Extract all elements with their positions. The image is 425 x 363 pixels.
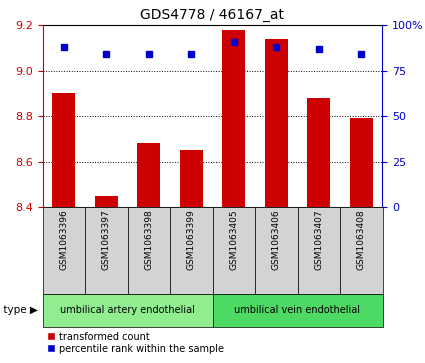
Bar: [52, 93, 76, 207]
Text: GSM1063406: GSM1063406: [272, 209, 281, 270]
Bar: [212, 294, 382, 327]
Text: umbilical vein endothelial: umbilical vein endothelial: [235, 305, 360, 315]
Text: GSM1063396: GSM1063396: [59, 209, 68, 270]
Bar: [179, 150, 203, 207]
Bar: [137, 143, 160, 207]
Bar: [298, 207, 340, 294]
Bar: [349, 118, 373, 207]
Bar: [307, 98, 330, 207]
Bar: [255, 207, 298, 294]
Text: GSM1063399: GSM1063399: [187, 209, 196, 270]
Bar: [85, 207, 128, 294]
Text: GSM1063398: GSM1063398: [144, 209, 153, 270]
Text: GSM1063397: GSM1063397: [102, 209, 111, 270]
Text: umbilical artery endothelial: umbilical artery endothelial: [60, 305, 195, 315]
Bar: [128, 207, 170, 294]
Text: GSM1063405: GSM1063405: [229, 209, 238, 270]
Bar: [94, 196, 118, 207]
Text: GSM1063407: GSM1063407: [314, 209, 323, 270]
Text: GSM1063408: GSM1063408: [357, 209, 366, 270]
Legend: transformed count, percentile rank within the sample: transformed count, percentile rank withi…: [47, 331, 224, 354]
Text: cell type ▶: cell type ▶: [0, 305, 38, 315]
Bar: [42, 207, 85, 294]
Bar: [222, 30, 245, 207]
Bar: [170, 207, 212, 294]
Bar: [42, 294, 212, 327]
Title: GDS4778 / 46167_at: GDS4778 / 46167_at: [141, 8, 284, 22]
Bar: [340, 207, 382, 294]
Bar: [212, 207, 255, 294]
Bar: [264, 39, 288, 207]
